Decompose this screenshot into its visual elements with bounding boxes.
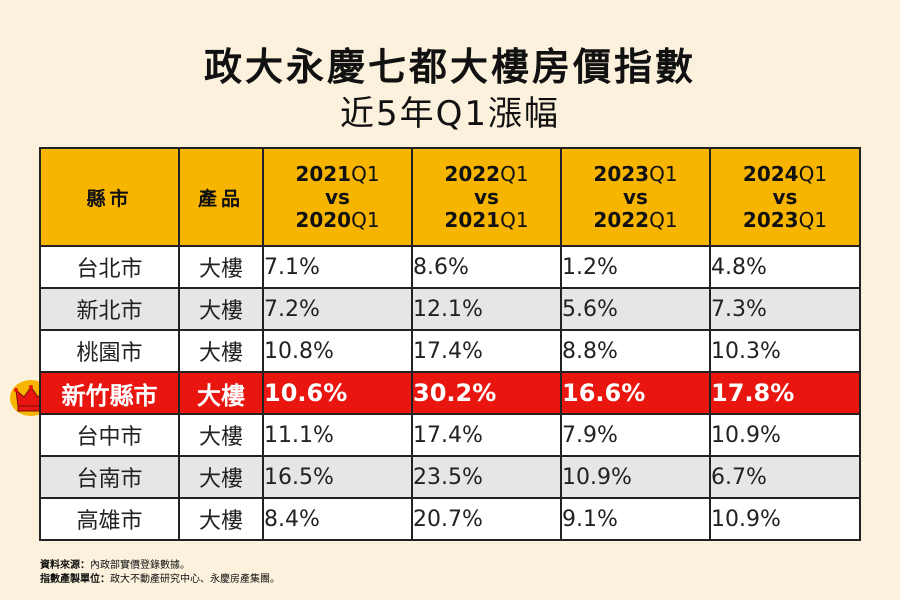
- period-a-year: 2022: [444, 161, 501, 186]
- period-vs: vs: [772, 184, 798, 209]
- cell-value: 23.5%: [411, 455, 562, 499]
- cell-city: 新北市: [39, 287, 180, 331]
- period-a-year: 2021: [295, 161, 352, 186]
- cell-value: 10.9%: [560, 455, 711, 499]
- cell-value: 4.8%: [709, 245, 861, 289]
- table-row: 新北市 大樓 7.2% 12.1% 5.6% 7.3%: [39, 287, 861, 331]
- cell-value: 10.3%: [709, 329, 861, 373]
- cell-value: 17.4%: [411, 329, 562, 373]
- table-row: 桃園市 大樓 10.8% 17.4% 8.8% 10.3%: [39, 329, 861, 373]
- table-row-highlight: 新竹縣市 大樓 10.6% 30.2% 16.6% 17.8%: [39, 371, 861, 415]
- cell-value: 9.1%: [560, 497, 711, 541]
- table-row: 台南市 大樓 16.5% 23.5% 10.9% 6.7%: [39, 455, 861, 499]
- cell-city: 台中市: [39, 413, 180, 457]
- producer-note: 指數產製單位：政大不動產研究中心、永慶房產集團。: [40, 573, 280, 587]
- cell-value: 6.7%: [709, 455, 861, 499]
- cell-value: 10.9%: [709, 413, 861, 457]
- cell-value: 10.6%: [262, 371, 413, 415]
- producer-label: 指數產製單位：: [40, 574, 110, 585]
- header-period: 2022Q1 vs 2021Q1: [411, 147, 562, 247]
- source-text: 內政部實價登錄數據。: [90, 560, 190, 571]
- cell-value: 7.1%: [262, 245, 413, 289]
- period-b-year: 2020: [295, 207, 352, 232]
- header-period: 2024Q1 vs 2023Q1: [709, 147, 861, 247]
- cell-value: 5.6%: [560, 287, 711, 331]
- cell-value: 16.5%: [262, 455, 413, 499]
- period-b-year: 2022: [593, 207, 650, 232]
- producer-text: 政大不動產研究中心、永慶房產集團。: [110, 574, 280, 585]
- title-block: 政大永慶七都大樓房價指數 近5年Q1漲幅: [0, 44, 900, 136]
- cell-product: 大樓: [178, 329, 264, 373]
- period-b-q: Q1: [798, 207, 828, 232]
- cell-product: 大樓: [178, 455, 264, 499]
- period-a-q: Q1: [500, 161, 529, 186]
- period-b-year: 2023: [742, 207, 799, 232]
- cell-value: 8.6%: [411, 245, 562, 289]
- table-row: 高雄市 大樓 8.4% 20.7% 9.1% 10.9%: [39, 497, 861, 541]
- cell-value: 1.2%: [560, 245, 711, 289]
- cell-city: 桃園市: [39, 329, 180, 373]
- cell-value: 16.6%: [560, 371, 711, 415]
- cell-city: 台北市: [39, 245, 180, 289]
- cell-value: 10.8%: [262, 329, 413, 373]
- header-city: 縣市: [39, 147, 180, 247]
- footer-notes: 資料來源：內政部實價登錄數據。 指數產製單位：政大不動產研究中心、永慶房產集團。: [40, 559, 280, 587]
- cell-product: 大樓: [178, 497, 264, 541]
- cell-value: 10.9%: [709, 497, 861, 541]
- source-note: 資料來源：內政部實價登錄數據。: [40, 559, 280, 573]
- period-vs: vs: [474, 184, 499, 209]
- source-label: 資料來源：: [40, 560, 90, 571]
- period-b-q: Q1: [500, 207, 529, 232]
- cell-value: 7.2%: [262, 287, 413, 331]
- cell-product: 大樓: [178, 413, 264, 457]
- period-b-year: 2021: [444, 207, 501, 232]
- cell-value: 17.4%: [411, 413, 562, 457]
- period-a-year: 2024: [742, 161, 799, 186]
- period-a-q: Q1: [351, 161, 380, 186]
- period-b-q: Q1: [649, 207, 678, 232]
- cell-product: 大樓: [178, 371, 264, 415]
- price-index-table: 縣市 產品 2021Q1 vs 2020Q1 2022Q1 vs 2021Q1 …: [39, 147, 861, 541]
- cell-city: 台南市: [39, 455, 180, 499]
- cell-value: 8.8%: [560, 329, 711, 373]
- header-period: 2021Q1 vs 2020Q1: [262, 147, 413, 247]
- cell-value: 12.1%: [411, 287, 562, 331]
- period-vs: vs: [623, 184, 648, 209]
- page-title: 政大永慶七都大樓房價指數: [203, 45, 696, 89]
- cell-value: 30.2%: [411, 371, 562, 415]
- page-subtitle: 近5年Q1漲幅: [339, 94, 561, 134]
- cell-city: 新竹縣市: [39, 371, 180, 415]
- header-period: 2023Q1 vs 2022Q1: [560, 147, 711, 247]
- period-a-year: 2023: [593, 161, 650, 186]
- period-a-q: Q1: [649, 161, 678, 186]
- cell-value: 7.3%: [709, 287, 861, 331]
- header-product: 產品: [178, 147, 264, 247]
- cell-city: 高雄市: [39, 497, 180, 541]
- cell-value: 11.1%: [262, 413, 413, 457]
- period-a-q: Q1: [798, 161, 828, 186]
- cell-value: 7.9%: [560, 413, 711, 457]
- cell-value: 8.4%: [262, 497, 413, 541]
- period-vs: vs: [325, 184, 350, 209]
- table-row: 台北市 大樓 7.1% 8.6% 1.2% 4.8%: [39, 245, 861, 289]
- cell-value: 17.8%: [709, 371, 861, 415]
- cell-product: 大樓: [178, 245, 264, 289]
- cell-value: 20.7%: [411, 497, 562, 541]
- table-header-row: 縣市 產品 2021Q1 vs 2020Q1 2022Q1 vs 2021Q1 …: [39, 147, 861, 247]
- period-b-q: Q1: [351, 207, 380, 232]
- table-row: 台中市 大樓 11.1% 17.4% 7.9% 10.9%: [39, 413, 861, 457]
- cell-product: 大樓: [178, 287, 264, 331]
